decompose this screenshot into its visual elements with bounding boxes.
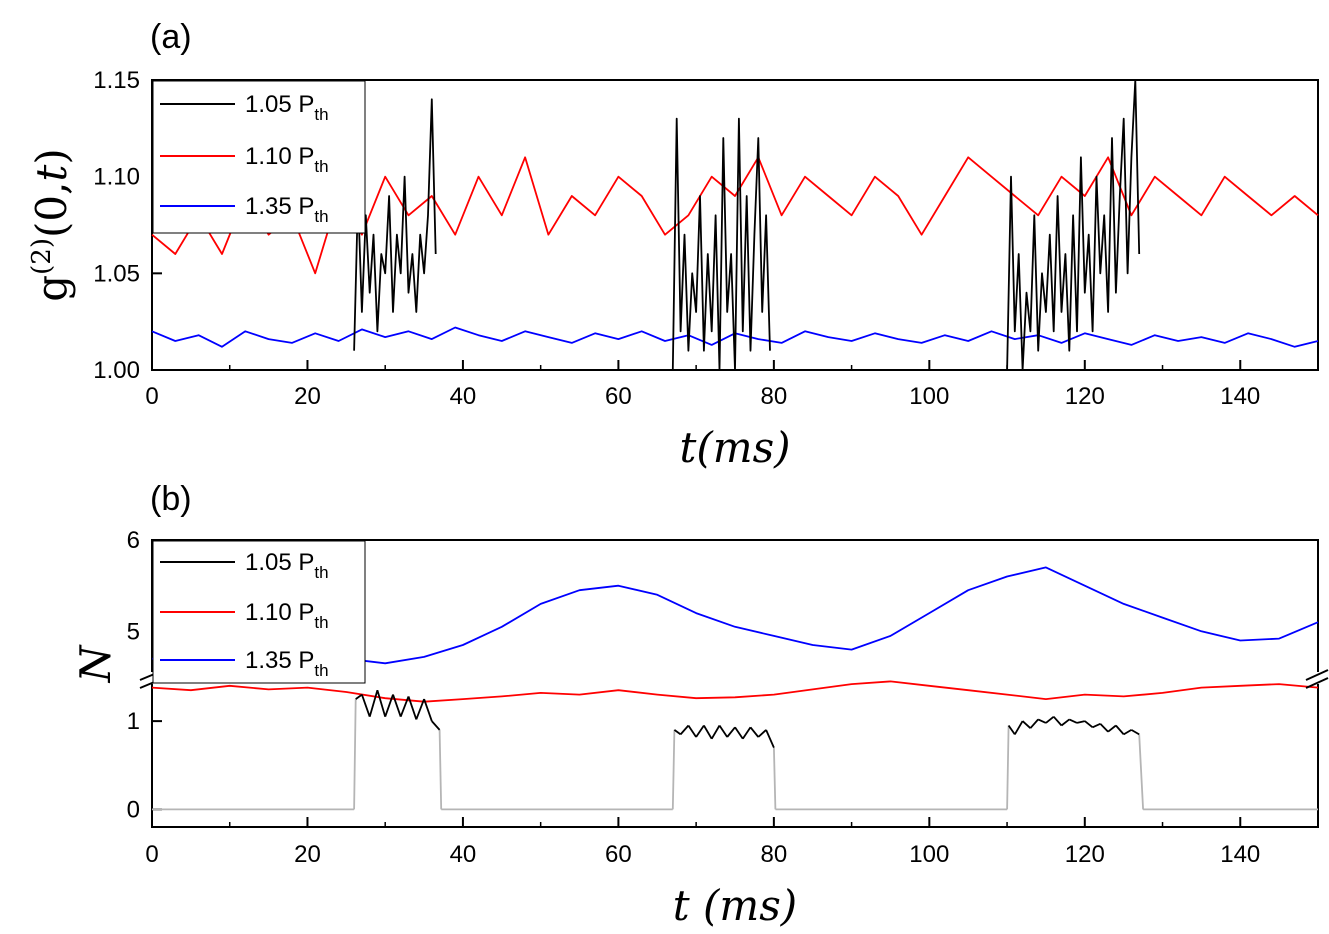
a-ytick-label-1: 1.05 — [93, 260, 140, 287]
axis-break-right-1 — [1305, 669, 1329, 681]
legend-b-text-3: 1.35 Pth — [245, 647, 329, 680]
b-xtick-label-60: 60 — [605, 841, 632, 868]
legend-b-text-1: 1.05 Pth — [245, 549, 329, 582]
panel-b-x-ticks: 0 20 40 60 80 100 120 140 — [145, 817, 1260, 868]
panel-a-label: (a) — [150, 18, 192, 56]
panel-b-y-ticks: 0 1 5 6 — [127, 527, 162, 823]
panel-b-legend: 1.05 Pth 1.10 Pth 1.35 Pth — [152, 540, 366, 684]
legend-a-text-1: 1.05 Pth — [245, 91, 329, 124]
b-ytick-label-6: 6 — [127, 527, 140, 554]
a-xtick-label-120: 120 — [1065, 383, 1105, 410]
b-xtick-label-100: 100 — [909, 841, 949, 868]
b-series-1-05-pth — [355, 689, 1140, 748]
a-series-1-05-pth — [353, 79, 1141, 371]
panel-b-y-title: N — [71, 644, 120, 683]
legend-a-text-2: 1.10 Pth — [245, 143, 329, 176]
a-xtick-label-80: 80 — [761, 383, 788, 410]
a-xtick-label-0: 0 — [145, 383, 158, 410]
a-ytick-label-3: 1.15 — [93, 67, 140, 94]
b-ytick-label-0: 0 — [127, 796, 140, 823]
a-xtick-label-100: 100 — [909, 383, 949, 410]
legend-b-text-2: 1.10 Pth — [245, 599, 329, 632]
b-series-1-10-pth — [151, 680, 1319, 703]
a-xtick-label-40: 40 — [450, 383, 477, 410]
b-xtick-label-80: 80 — [761, 841, 788, 868]
panel-b-label: (b) — [150, 480, 192, 518]
a-ytick-label-2: 1.10 — [93, 164, 140, 191]
panel-a-legend: 1.05 Pth 1.10 Pth 1.35 Pth — [152, 80, 366, 234]
b-xtick-label-120: 120 — [1065, 841, 1105, 868]
b-xtick-label-0: 0 — [145, 841, 158, 868]
panel-a-x-ticks: 0 20 40 60 80 100 120 140 — [145, 360, 1260, 410]
axis-break-right-2 — [1305, 677, 1329, 689]
a-xtick-label-60: 60 — [605, 383, 632, 410]
panel-a-x-title: t(ms) — [679, 423, 790, 472]
b-ytick-label-5: 5 — [127, 618, 140, 645]
panel-b-plot: 0 20 40 60 80 100 120 140 0 1 5 6 1.05 Pth 1.10 Pt… — [127, 527, 1329, 868]
a-xtick-label-140: 140 — [1220, 383, 1260, 410]
panel-b-x-title: t (ms) — [673, 881, 797, 930]
b-series-1-05-pth-off — [152, 699, 1318, 811]
b-xtick-label-40: 40 — [450, 841, 477, 868]
a-ytick-label-0: 1.00 — [93, 357, 140, 384]
panel-a-y-ticks: 1.00 1.05 1.10 1.15 — [93, 67, 162, 384]
panel-a-y-title: g(2)(0,t) — [27, 148, 76, 301]
b-xtick-label-20: 20 — [294, 841, 321, 868]
a-xtick-label-20: 20 — [294, 383, 321, 410]
legend-a-text-3: 1.35 Pth — [245, 193, 329, 226]
panel-b-series — [151, 566, 1319, 811]
b-ytick-label-1: 1 — [127, 708, 140, 735]
b-xtick-label-140: 140 — [1220, 841, 1260, 868]
panel-a-plot: 0 20 40 60 80 100 120 140 1.00 1.05 1.10 1.15 1.05… — [93, 67, 1319, 410]
